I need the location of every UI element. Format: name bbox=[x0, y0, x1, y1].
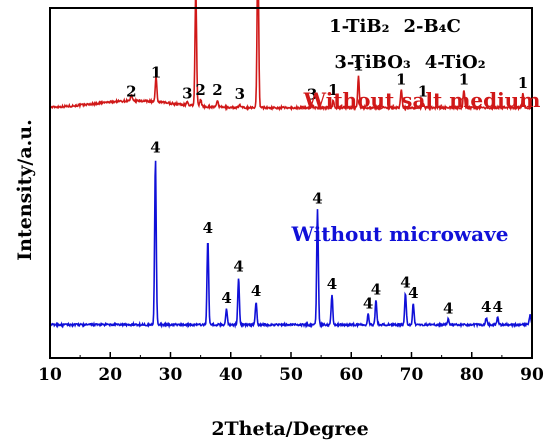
x-tick-label: 40 bbox=[219, 365, 243, 385]
peak-label: 1 bbox=[518, 74, 528, 92]
peak-label: 4 bbox=[408, 284, 418, 302]
peak-label: 4 bbox=[443, 300, 453, 318]
peak-label: 4 bbox=[400, 273, 410, 291]
peak-label: 4 bbox=[327, 275, 337, 293]
legend-row-1: 1-TiB₂ 2-B₄C bbox=[329, 16, 461, 37]
peak-label: 4 bbox=[492, 298, 502, 316]
series-line-0 bbox=[49, 0, 533, 112]
peak-label: 3 bbox=[235, 85, 245, 103]
peak-label: 4 bbox=[481, 298, 491, 316]
peak-label: 1 bbox=[353, 56, 363, 74]
peak-label: 2 bbox=[126, 83, 136, 101]
legend-tibo3: 3-TiBO₃ bbox=[334, 52, 410, 73]
peak-label: 4 bbox=[312, 189, 322, 207]
peak-label: 4 bbox=[221, 289, 231, 307]
peak-label: 4 bbox=[233, 258, 243, 276]
plot-traces bbox=[49, 0, 533, 329]
x-tick-label: 90 bbox=[520, 365, 544, 385]
x-tick-label: 50 bbox=[279, 365, 303, 385]
x-tick-label: 60 bbox=[339, 365, 363, 385]
peak-label: 1 bbox=[459, 70, 469, 88]
x-tick-label: 20 bbox=[98, 365, 122, 385]
peak-label: 4 bbox=[203, 219, 213, 237]
peak-label: 1 bbox=[328, 81, 338, 99]
series-line-1 bbox=[49, 160, 533, 329]
x-tick-label: 30 bbox=[159, 365, 183, 385]
peak-label: 3 bbox=[307, 86, 317, 104]
x-axis-tick-labels: 10 20 30 40 50 60 70 80 90 bbox=[38, 365, 544, 385]
peak-label: 4 bbox=[150, 139, 160, 157]
series-name-without-microwave: Without microwave bbox=[291, 222, 509, 246]
peak-label: 2 bbox=[195, 81, 205, 99]
x-axis-ticks bbox=[49, 352, 533, 358]
peak-label: 4 bbox=[371, 280, 381, 298]
x-tick-label: 80 bbox=[460, 365, 484, 385]
peak-label: 4 bbox=[251, 282, 261, 300]
x-tick-label: 70 bbox=[400, 365, 424, 385]
peak-label: 3 bbox=[182, 84, 192, 102]
x-tick-label: 10 bbox=[38, 365, 62, 385]
peak-label: 1 bbox=[151, 63, 161, 81]
peak-label: 1 bbox=[396, 70, 406, 88]
peak-label: 4 bbox=[363, 294, 373, 312]
peak-label: 1 bbox=[418, 83, 428, 101]
legend-b4c: 2-B₄C bbox=[403, 16, 460, 37]
peak-label: 2 bbox=[212, 81, 222, 99]
legend-tib2: 1-TiB₂ bbox=[329, 16, 389, 37]
series-name-without-salt-medium: Without salt medium bbox=[303, 88, 541, 112]
legend-tio2: 4-TiO₂ bbox=[425, 52, 486, 73]
x-axis-label: 2Theta/Degree bbox=[211, 418, 368, 440]
peak-labels: 21312231311111144444444444444 bbox=[126, 56, 528, 318]
y-axis-label: Intensity/a.u. bbox=[14, 119, 36, 260]
legend-row-2: 3-TiBO₃ 4-TiO₂ bbox=[334, 52, 485, 73]
